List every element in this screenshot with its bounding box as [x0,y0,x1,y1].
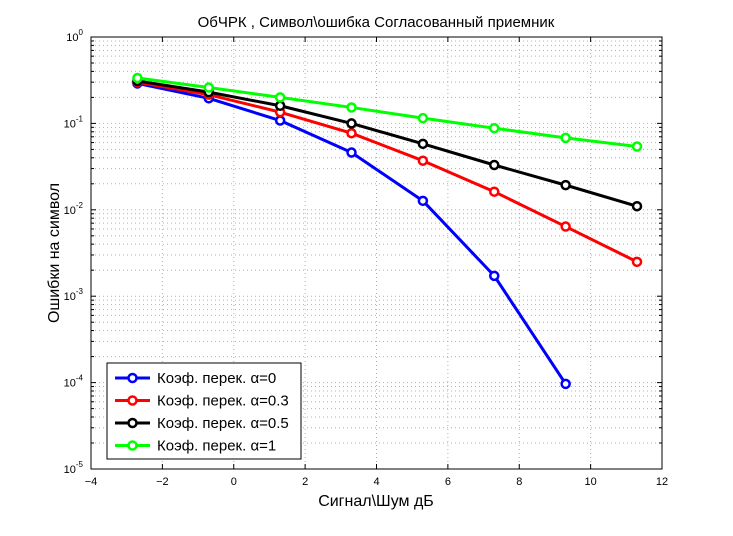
series-line [137,76,638,149]
y-tick-label: 10-1 [64,114,84,130]
series-3 [132,72,643,152]
y-tick-label: 10-5 [64,460,84,476]
data-point [560,179,571,191]
grid [91,37,662,469]
data-point [132,72,143,84]
data-point [417,155,429,166]
data-point [417,195,429,207]
legend-label: Коэф. перек. α=1 [157,438,276,455]
x-tick-label: −2 [156,476,169,488]
x-tick-label: 10 [585,476,597,488]
data-point [346,147,357,158]
data-point [417,138,429,150]
chart-title: ОбЧРК , Символ\ошибка Согласованный прие… [198,14,555,31]
x-tick-label: 6 [445,476,451,488]
legend-label: Коэф. перек. α=0.3 [157,393,289,410]
data-point [274,100,286,112]
data-point [417,112,429,124]
data-point [274,115,286,126]
legend-marker [127,372,138,384]
y-axis-label: Ошибки на символ [46,183,63,323]
x-tick-label: 0 [231,476,237,488]
data-point [489,159,500,171]
data-point [560,378,571,390]
data-point [274,92,286,103]
legend: Коэф. перек. α=0 Коэф. перек. α=0.3 Коэф. … [106,362,302,460]
data-point [346,118,357,129]
x-tick-label: −4 [85,476,98,488]
data-point [203,82,215,93]
x-tick-label: 8 [516,476,522,488]
legend-label: Коэф. перек. α=0.5 [157,415,289,432]
data-point [560,132,571,144]
data-point [489,270,500,282]
data-point [631,141,643,152]
data-point [631,200,643,212]
axis-ticks: −4 −2 0 2 4 6 8 10 12 100 10-1 10-2 10-3 10-4 10-5 [64,28,669,488]
data-point [346,127,357,139]
data-point [346,102,357,113]
series-lines [132,72,643,390]
y-tick-label: 10-2 [64,201,84,217]
y-tick-label: 100 [66,28,83,44]
x-tick-label: 12 [656,476,668,488]
series-line [137,79,638,208]
data-point [489,122,500,134]
x-tick-label: 2 [302,476,308,488]
y-tick-label: 10-4 [64,374,84,390]
data-point [631,256,643,268]
legend-marker [127,395,138,406]
y-tick-label: 10-3 [64,287,84,303]
data-point [560,221,571,232]
legend-marker [127,417,138,429]
x-tick-label: 4 [373,476,379,488]
legend-marker [127,440,138,451]
data-point [489,186,500,197]
x-axis-label: Сигнал\Шум дБ [318,493,434,510]
legend-label: Коэф. перек. α=0 [157,370,276,387]
series-line [137,80,638,264]
